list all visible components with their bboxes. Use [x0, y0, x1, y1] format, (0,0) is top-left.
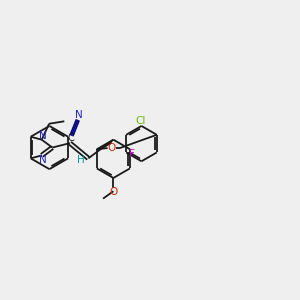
Text: N: N	[39, 154, 46, 165]
Text: N: N	[75, 110, 83, 120]
Text: O: O	[107, 143, 116, 153]
Text: F: F	[129, 149, 135, 159]
Text: O: O	[109, 188, 118, 197]
Text: N: N	[39, 130, 46, 140]
Text: H: H	[77, 155, 85, 165]
Text: C: C	[67, 133, 74, 143]
Text: Cl: Cl	[136, 116, 146, 126]
